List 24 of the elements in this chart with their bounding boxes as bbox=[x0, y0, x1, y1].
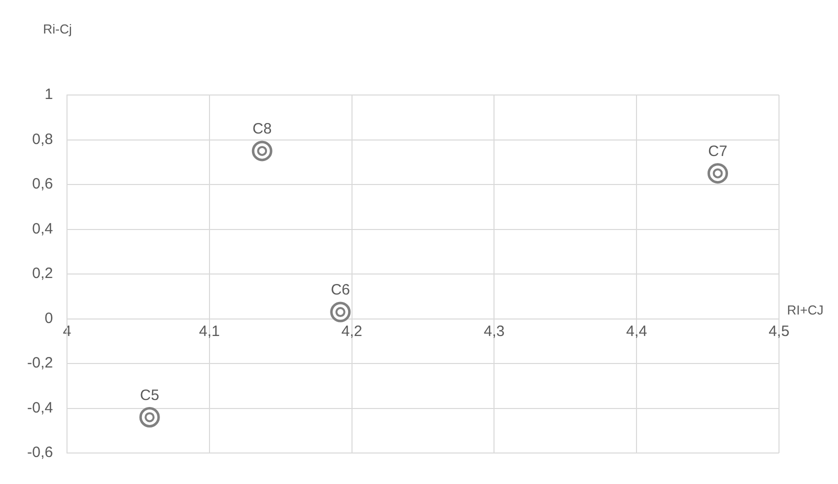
annotation: C7 bbox=[708, 142, 728, 160]
x-tick-label: 4,2 bbox=[341, 322, 362, 340]
y-tick-label: 0 bbox=[44, 310, 53, 327]
y-tick-label: 1 bbox=[44, 86, 53, 104]
x-tick-label: 4,1 bbox=[198, 322, 220, 340]
annotation: C5 bbox=[140, 386, 160, 404]
x-tick-label: 4,3 bbox=[484, 322, 505, 340]
x-tick-label: 4,4 bbox=[626, 322, 648, 340]
annotation: C8 bbox=[252, 120, 272, 138]
y-tick-label: 0,6 bbox=[32, 176, 53, 193]
y-tick-label: 0,2 bbox=[32, 265, 53, 282]
point bbox=[708, 163, 728, 184]
point bbox=[330, 302, 351, 322]
x-axis-title: RI+CJ bbox=[787, 302, 824, 318]
y-tick-label: 0,8 bbox=[32, 130, 53, 148]
x-tick-label: 4,5 bbox=[768, 322, 790, 340]
annotation: C6 bbox=[330, 282, 350, 299]
point bbox=[139, 406, 160, 428]
y-tick-label: -0,4 bbox=[27, 399, 53, 416]
y-axis-title: Ri-Cj bbox=[43, 22, 72, 37]
y-tick-label: 0,4 bbox=[32, 220, 53, 238]
y-tick-label: -0,6 bbox=[27, 444, 53, 462]
point bbox=[252, 140, 272, 162]
y-tick-label: -0,2 bbox=[27, 354, 53, 372]
